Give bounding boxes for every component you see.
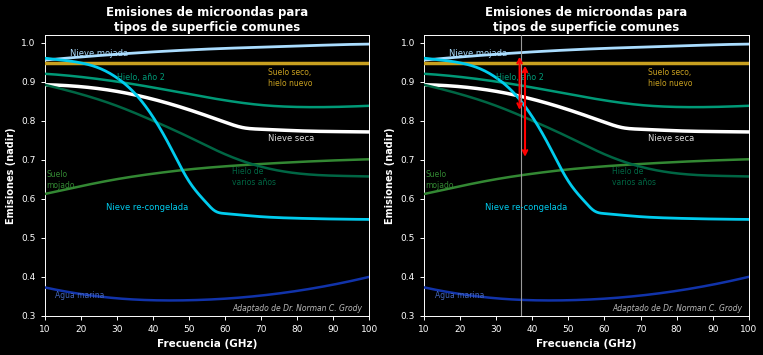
Text: Hielo, año 2: Hielo, año 2 [496,73,544,82]
Text: Adaptado de Dr. Norman C. Grody: Adaptado de Dr. Norman C. Grody [613,304,742,313]
Text: Agua marina: Agua marina [56,291,105,300]
Text: Suelo
mojado: Suelo mojado [426,170,454,190]
Title: Emisiones de microondas para
tipos de superficie comunes: Emisiones de microondas para tipos de su… [106,6,308,34]
X-axis label: Frecuencia (GHz): Frecuencia (GHz) [536,339,636,349]
Text: Suelo
mojado: Suelo mojado [47,170,75,190]
Text: Nieve mojada: Nieve mojada [449,49,507,58]
X-axis label: Frecuencia (GHz): Frecuencia (GHz) [156,339,257,349]
Text: Nieve re-congelada: Nieve re-congelada [106,203,188,212]
Text: Nieve re-congelada: Nieve re-congelada [485,203,568,212]
Text: Adaptado de Dr. Norman C. Grody: Adaptado de Dr. Norman C. Grody [233,304,363,313]
Text: Hielo de
varios años: Hielo de varios años [612,167,655,187]
Text: Nieve seca: Nieve seca [269,135,314,143]
Y-axis label: Emisiones (nadir): Emisiones (nadir) [5,127,15,224]
Text: Nieve mojada: Nieve mojada [69,49,128,58]
Title: Emisiones de microondas para
tipos de superficie comunes: Emisiones de microondas para tipos de su… [485,6,687,34]
Y-axis label: Emisiones (nadir): Emisiones (nadir) [385,127,395,224]
Text: Agua marina: Agua marina [435,291,485,300]
Text: Suelo seco,
hielo nuevo: Suelo seco, hielo nuevo [648,68,692,88]
Text: Suelo seco,
hielo nuevo: Suelo seco, hielo nuevo [269,68,313,88]
Text: Hielo, año 2: Hielo, año 2 [117,73,165,82]
Text: Hielo de
varios años: Hielo de varios años [232,167,276,187]
Text: Nieve seca: Nieve seca [648,135,694,143]
